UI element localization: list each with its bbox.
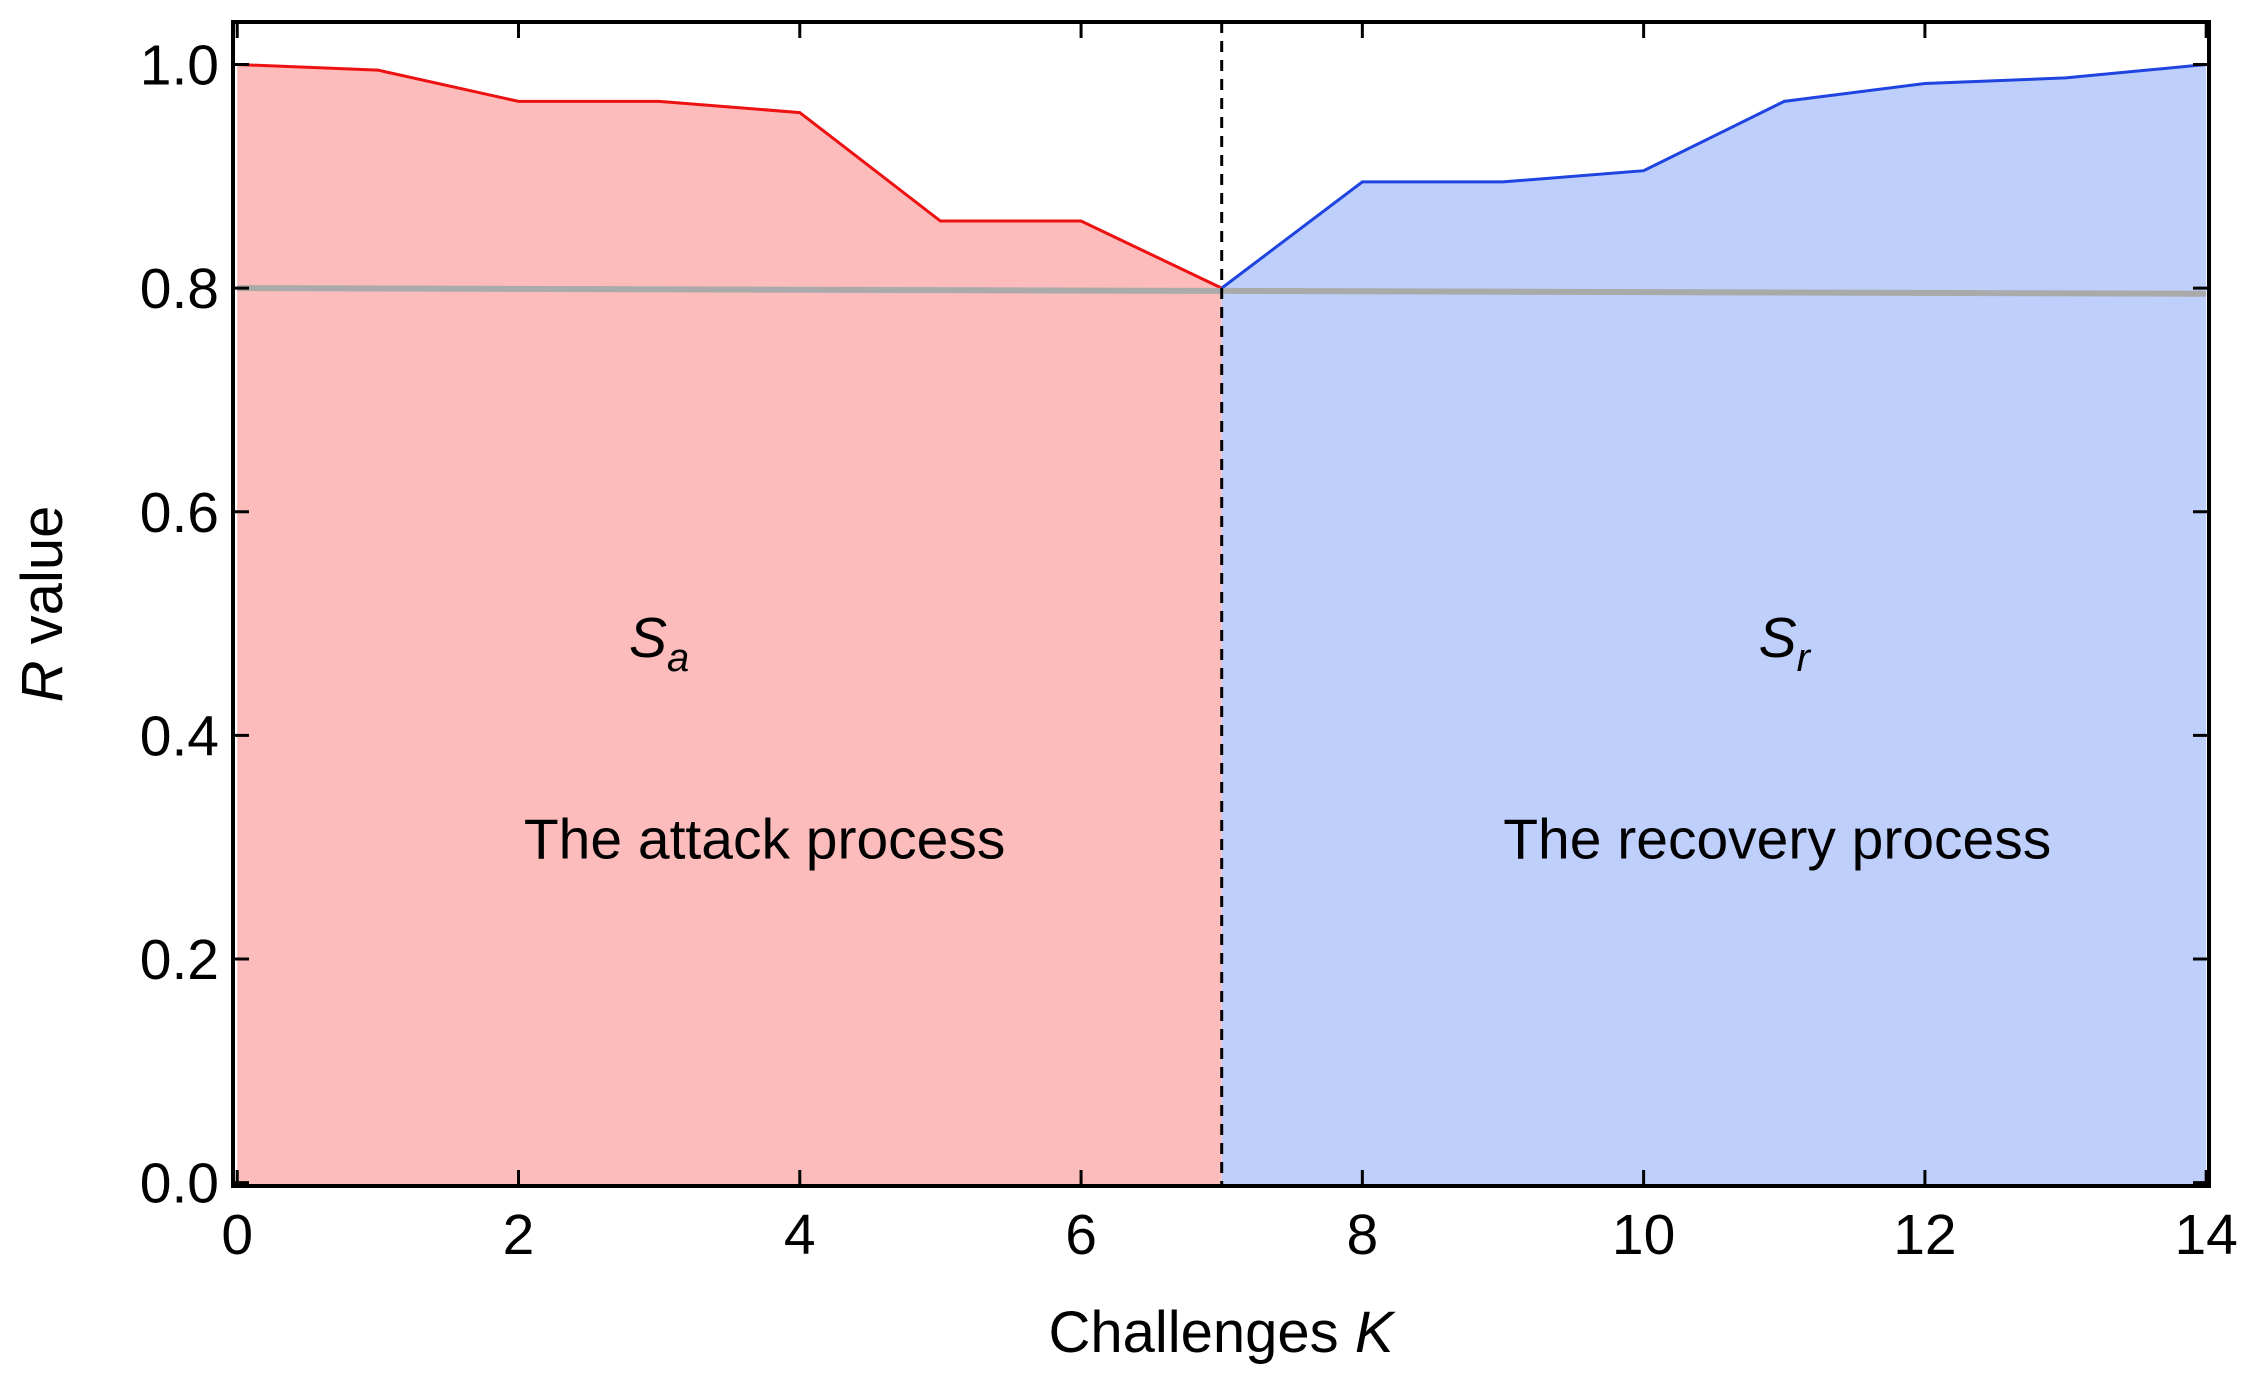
y-axis-label-symbol: R (10, 660, 75, 702)
annotation-text: The attack process (524, 807, 1006, 871)
annotation-subscript: r (1797, 636, 1812, 680)
line (1220, 62, 2207, 290)
y-axis-label-text: value (10, 506, 75, 645)
x-tick-label: 4 (784, 1203, 816, 1267)
x-axis-label: Challenges K (1048, 1300, 1395, 1365)
x-tick-label: 8 (1346, 1203, 1378, 1267)
x-tick-label: 10 (1612, 1203, 1675, 1267)
y-tick-label: 0.8 (140, 257, 219, 321)
line (237, 62, 1223, 290)
annotation: The recovery process (1503, 807, 2051, 871)
x-tick-label: 14 (2174, 1203, 2237, 1267)
y-axis-label: R value (10, 506, 75, 703)
annotation-symbol: S (1759, 606, 1797, 670)
y-tick-label: 0.0 (140, 1152, 219, 1216)
x-tick-label: 0 (221, 1203, 253, 1267)
y-tick-label: 0.4 (140, 704, 219, 768)
annotation: Sr (1759, 606, 1812, 680)
y-tick-label: 0.6 (140, 481, 219, 545)
area (237, 64, 1222, 1187)
annotation: Sa (629, 606, 689, 680)
annotation-subscript: a (667, 636, 689, 680)
annotation: The attack process (524, 807, 1006, 871)
annotation-text: The recovery process (1503, 807, 2051, 871)
y-tick-label: 1.0 (140, 33, 219, 97)
y-tick-label: 0.2 (140, 928, 219, 992)
x-axis-label-text: Challenges (1048, 1300, 1338, 1365)
x-tick-label: 12 (1893, 1203, 1956, 1267)
x-tick-label: 6 (1065, 1203, 1097, 1267)
plot-frame (231, 20, 2211, 1188)
annotation-symbol: S (629, 606, 667, 670)
area (1221, 64, 2207, 1187)
x-axis-label-symbol: K (1355, 1300, 1396, 1365)
x-tick-label: 2 (503, 1203, 535, 1267)
